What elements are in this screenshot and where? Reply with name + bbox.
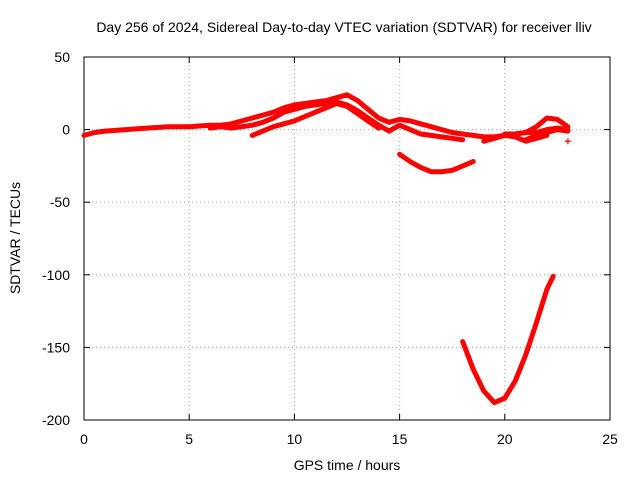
series-track-4: [386, 122, 466, 143]
y-tick-label: 0: [62, 122, 70, 138]
x-tick-label: 0: [80, 431, 88, 447]
series-track-7: [523, 127, 571, 143]
x-tick-label: 20: [497, 431, 513, 447]
series-track-8: [397, 151, 476, 175]
series-track-6: [502, 115, 571, 137]
tick-layer: [83, 56, 611, 421]
x-tick-label: 15: [392, 431, 408, 447]
y-tick-label: -50: [50, 194, 70, 210]
x-tick-label: 5: [185, 431, 193, 447]
x-tick-label: 10: [287, 431, 303, 447]
plus-point: [564, 138, 571, 145]
y-tick-label: -200: [42, 412, 70, 428]
y-tick-label: -150: [42, 339, 70, 355]
y-tick-labels: 50 0 -50 -100 -150 -200: [42, 49, 70, 428]
y-axis-label: SDTVAR / TECUs: [7, 182, 23, 294]
series-track-5: [481, 132, 550, 144]
plot-frame: [83, 56, 611, 421]
series-track-9: [460, 273, 556, 406]
y-tick-label: 50: [54, 49, 70, 65]
chart-title: Day 256 of 2024, Sidereal Day-to-day VTE…: [96, 19, 591, 35]
series-track-3: [249, 101, 382, 138]
y-tick-label: -100: [42, 267, 70, 283]
x-tick-label: 25: [602, 431, 618, 447]
points-layer: [564, 138, 571, 145]
series-layer: [81, 92, 571, 406]
x-axis-label: GPS time / hours: [294, 457, 401, 473]
grid-layer: [84, 57, 610, 420]
x-tick-labels: 0 5 10 15 20 25: [80, 431, 618, 447]
